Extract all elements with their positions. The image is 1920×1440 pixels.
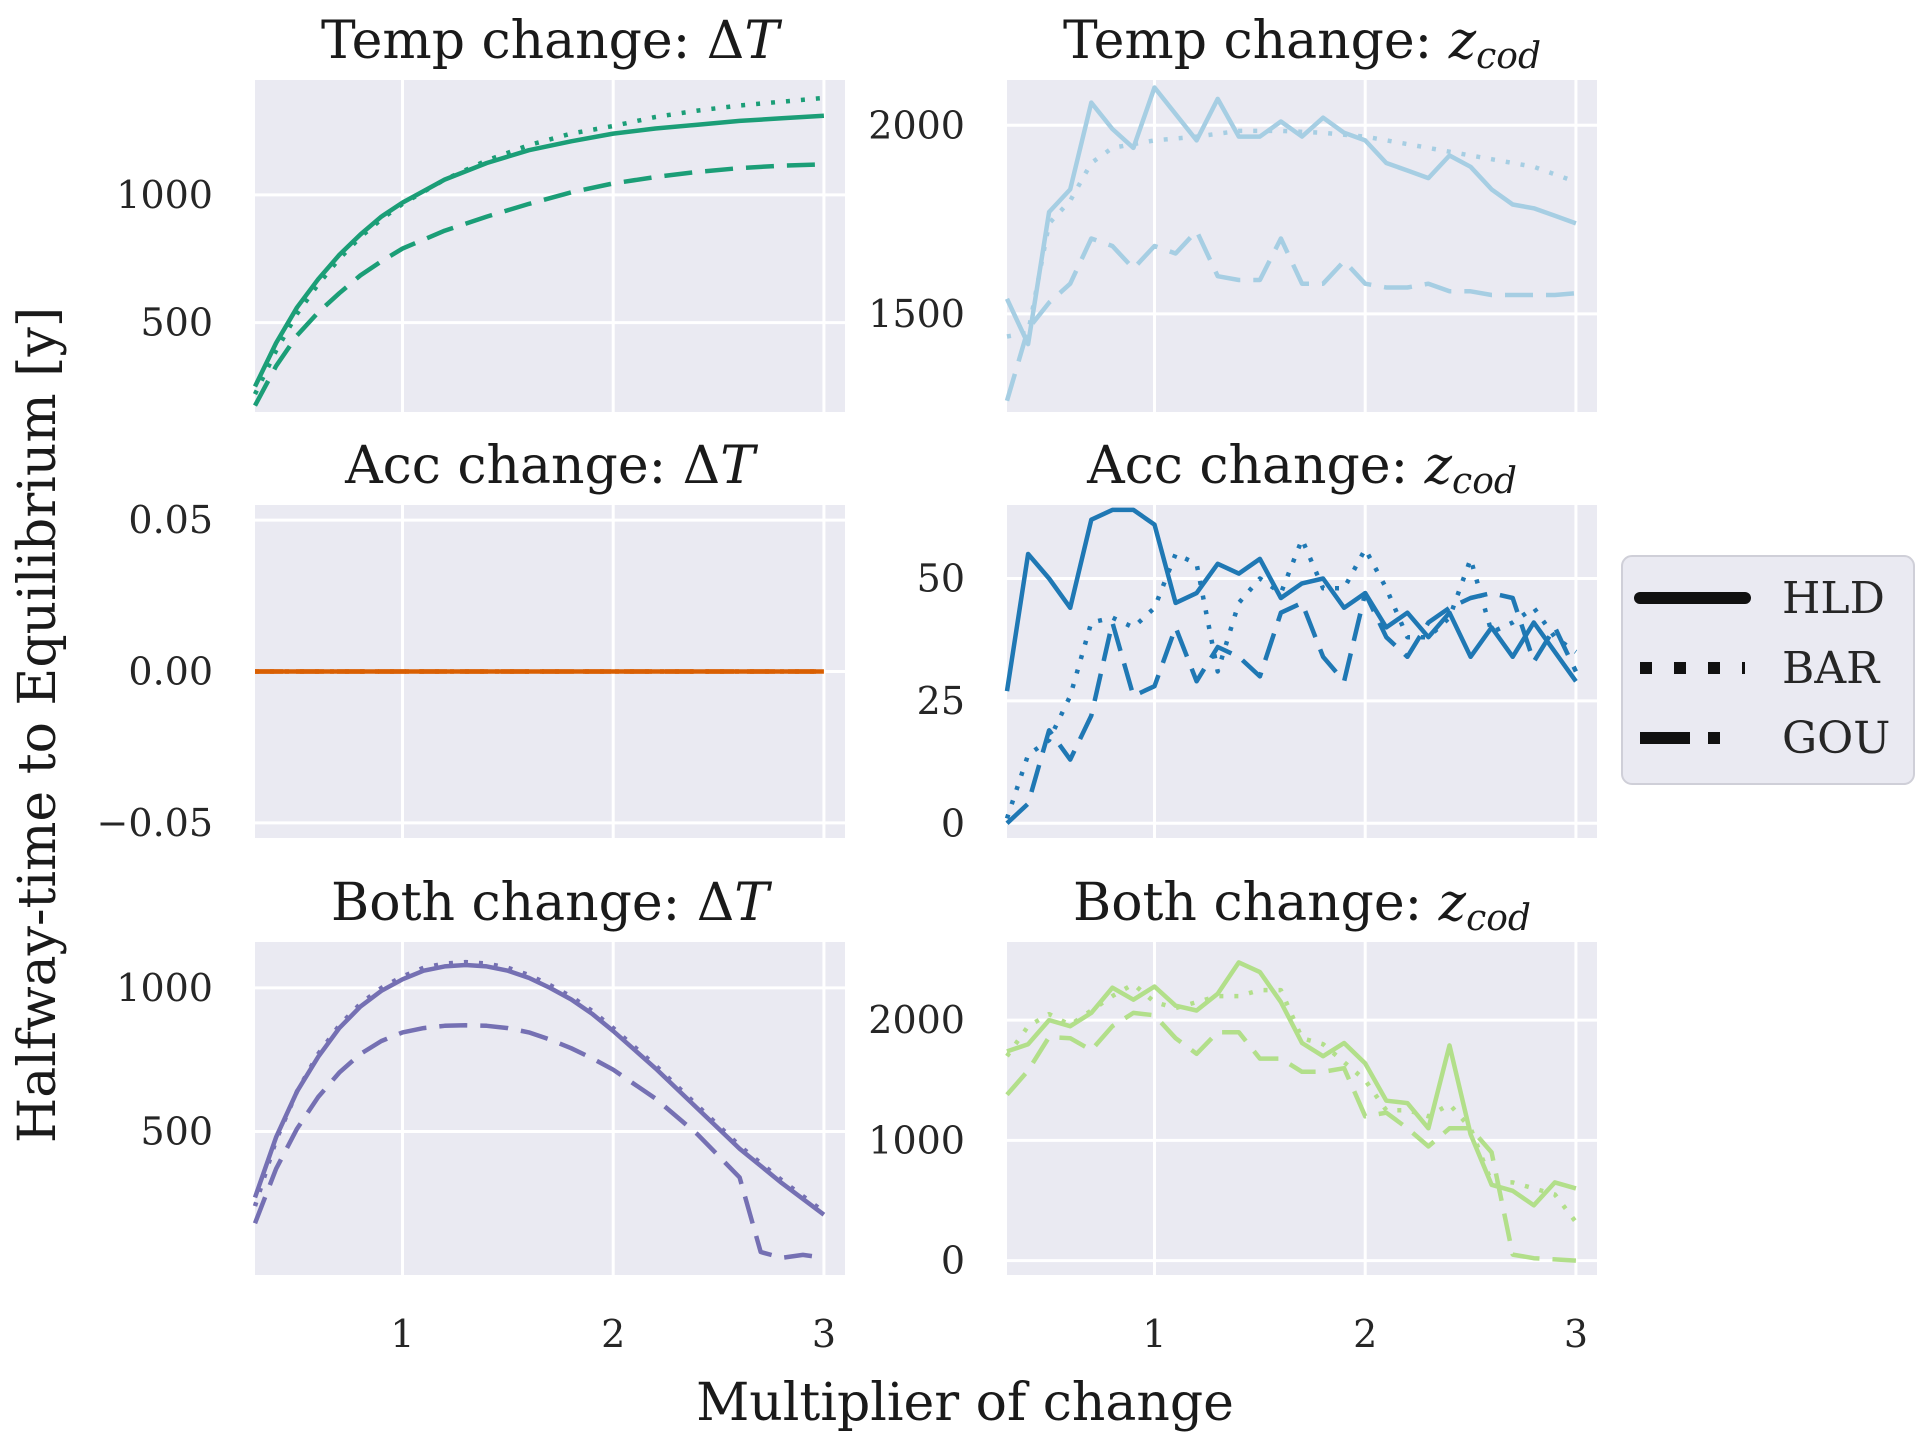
plot-area xyxy=(255,80,845,412)
series-line-gou xyxy=(253,162,824,407)
legend: HLD BAR GOU xyxy=(1621,555,1915,785)
x-tick-label: 2 xyxy=(601,1312,625,1356)
subplot-title: Acc change: zcod xyxy=(1086,436,1517,502)
x-tick-label: 3 xyxy=(1564,1312,1588,1356)
legend-label-bar: BAR xyxy=(1782,643,1881,694)
x-tick-label: 2 xyxy=(1353,1312,1377,1356)
y-tick-label: 2000 xyxy=(868,103,965,147)
y-tick-label: 50 xyxy=(917,556,965,600)
series-line-gou xyxy=(1005,590,1578,825)
y-tick-label: 0.05 xyxy=(128,498,213,542)
y-tick-label: 0 xyxy=(941,1239,965,1283)
x-tick-label: 1 xyxy=(1142,1312,1166,1356)
subplot-title: Both change: ΔT xyxy=(331,873,772,933)
subplot-3: −0.05 0.00 0.05 Acc change: ΔT xyxy=(97,436,845,845)
series-line-bar xyxy=(1005,981,1578,1224)
series-line-hld xyxy=(1004,507,1578,692)
y-tick-label: 1000 xyxy=(116,173,213,217)
subplot-2: 1500 2000 Temp change: zcod xyxy=(868,11,1597,412)
x-axis-label: Multiplier of change xyxy=(696,1373,1234,1433)
subplot-title: Acc change: ΔT xyxy=(344,436,758,496)
series-line-bar xyxy=(252,959,826,1214)
legend-label-hld: HLD xyxy=(1782,573,1885,624)
subplot-1: 500 1000 Temp change: ΔT xyxy=(116,11,845,412)
y-tick-label: 0 xyxy=(941,801,965,845)
y-axis-label: Halfway-time to Equilibrium [y] xyxy=(8,307,68,1143)
plot-area xyxy=(1007,505,1597,838)
series-line-gou xyxy=(252,1023,825,1261)
plot-area xyxy=(255,942,845,1275)
subplot-title: Both change: zcod xyxy=(1073,873,1531,939)
series-line-gou xyxy=(1004,228,1577,402)
x-tick-label: 3 xyxy=(812,1312,836,1356)
subplot-6: 1 2 3 0 1000 2000 Both change: zcod xyxy=(868,873,1597,1356)
y-tick-label: 1000 xyxy=(868,1118,965,1162)
subplot-title: Temp change: ΔT xyxy=(321,11,782,71)
legend-label-gou: GOU xyxy=(1782,713,1890,764)
legend-box xyxy=(1621,555,1915,785)
y-tick-label: 2000 xyxy=(868,998,965,1042)
subplot-title: Temp change: zcod xyxy=(1063,11,1541,77)
y-tick-label: 1500 xyxy=(868,292,965,336)
subplot-5: 1 2 3 500 1000 Both change: ΔT xyxy=(116,873,845,1356)
series-line-gou xyxy=(1005,1010,1577,1263)
subplot-4: 0 25 50 Acc change: zcod xyxy=(917,436,1597,845)
y-tick-label: 1000 xyxy=(116,966,213,1010)
series-line-hld xyxy=(252,962,826,1217)
y-tick-label: 500 xyxy=(140,301,213,345)
y-tick-label: −0.05 xyxy=(97,801,213,845)
y-tick-label: 0.00 xyxy=(128,650,213,694)
series-line-bar xyxy=(252,95,825,396)
y-tick-label: 500 xyxy=(140,1109,213,1153)
series-line-hld xyxy=(1004,85,1577,347)
y-tick-label: 25 xyxy=(917,679,965,723)
x-tick-label: 1 xyxy=(390,1312,414,1356)
